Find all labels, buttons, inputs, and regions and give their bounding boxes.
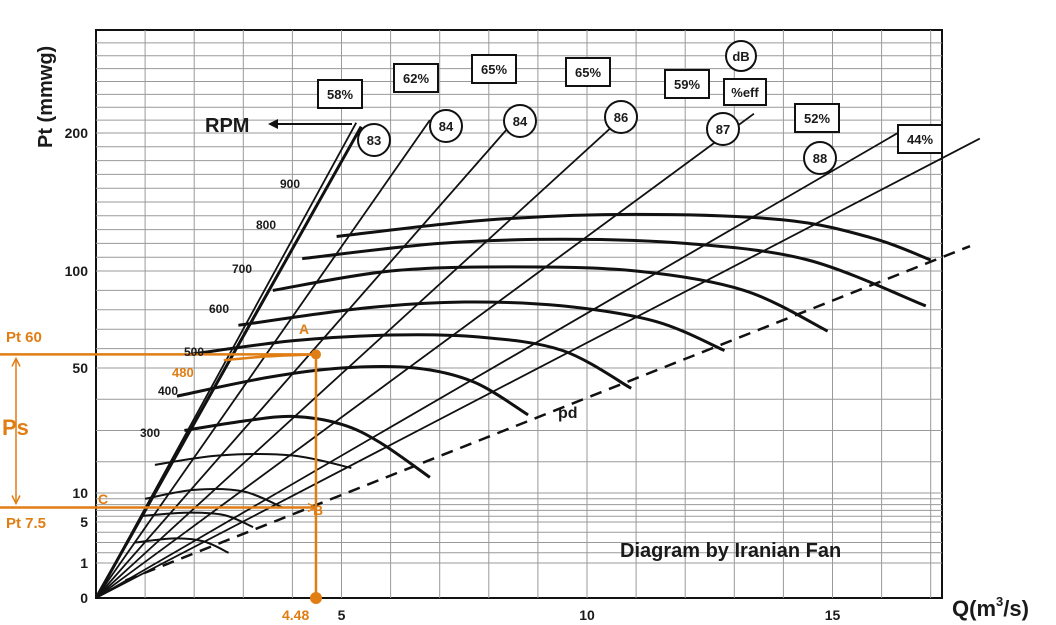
db-circle xyxy=(706,112,740,146)
rpm-tick-label: 900 xyxy=(280,177,300,191)
rpm-curve-900 xyxy=(336,212,932,262)
db-circle-label: 83 xyxy=(367,133,381,148)
efficiency-box xyxy=(565,57,611,87)
operating-point-overlay xyxy=(0,349,322,604)
db-circle-label: 84 xyxy=(439,119,454,134)
rpm-curve-300 xyxy=(184,414,431,479)
x-axis-label-main: Q(m xyxy=(952,596,996,621)
y-tick-label: 0 xyxy=(80,590,88,606)
db-circle-label: 88 xyxy=(813,151,827,166)
db-legend-label: dB xyxy=(732,49,749,64)
db-circle-label: 84 xyxy=(513,114,528,129)
rpm-arrow-head xyxy=(268,119,278,129)
efficiency-box-label: 65% xyxy=(575,65,601,80)
rpm-tick-labels: 300 400 500 600 700 800 900 xyxy=(140,177,300,440)
db-circle xyxy=(604,100,638,134)
x-tick-label: 15 xyxy=(825,607,841,623)
point-a-label: A xyxy=(299,321,309,337)
db-circle-label: 86 xyxy=(614,110,628,125)
efficiency-box xyxy=(317,79,363,109)
chart-labels: Pt (mmwg) Q(m3/s) Diagram by Iranian Fan… xyxy=(2,46,1029,623)
efficiency-box xyxy=(897,124,943,154)
pt75-label: Pt 7.5 xyxy=(6,515,46,532)
ps-arrow-top xyxy=(11,356,21,367)
rpm-curve-small xyxy=(140,511,254,529)
db-legend-circle xyxy=(725,40,757,72)
rpm-tick-label: 300 xyxy=(140,426,160,440)
efficiency-box-label: 44% xyxy=(907,132,933,147)
efficiency-line xyxy=(95,115,519,599)
y-tick-label: 200 xyxy=(65,125,89,141)
rpm-tick-label: 600 xyxy=(209,302,229,316)
pd-dashed-line xyxy=(124,244,971,582)
efficiency-box-label: 52% xyxy=(804,111,830,126)
q-axis-marker xyxy=(309,592,322,604)
b-arrow xyxy=(307,502,318,513)
efficiency-line xyxy=(95,119,431,599)
eff-legend-label: %eff xyxy=(731,85,759,100)
rpm-label: RPM xyxy=(205,115,249,137)
pt60-label: Pt 60 xyxy=(6,329,42,346)
point-c-label: C xyxy=(98,491,108,507)
x-axis-label-end: /s) xyxy=(1003,596,1029,621)
y-tick-label: 50 xyxy=(72,360,88,376)
rpm-tick-label: 500 xyxy=(184,345,204,359)
efficiency-box-label: 62% xyxy=(403,71,429,86)
efficiency-box-label: 59% xyxy=(674,77,700,92)
rpm-curve-800 xyxy=(302,237,927,308)
efficiency-line xyxy=(95,112,755,599)
efficiency-line xyxy=(95,124,912,599)
rpm-curve-small xyxy=(144,488,283,509)
x-tick-label: 5 xyxy=(338,607,346,623)
plot-frame xyxy=(95,29,943,599)
ps-label: Ps xyxy=(2,415,29,440)
rpm-tick-label: 400 xyxy=(158,384,178,398)
y-tick-label: 5 xyxy=(80,514,88,530)
eff-legend-box xyxy=(723,78,767,106)
rpm-curve-700 xyxy=(272,265,829,333)
x-axis-label-sup: 3 xyxy=(996,594,1003,609)
point-a-marker xyxy=(310,349,321,360)
efficiency-box-label: 65% xyxy=(481,62,507,77)
efficiency-box xyxy=(794,103,840,133)
y-tick-label: 1 xyxy=(80,555,88,571)
efficiency-box xyxy=(471,54,517,84)
efficiency-line xyxy=(95,113,627,599)
credit-text: Diagram by Iranian Fan xyxy=(620,540,841,562)
efficiency-box-label: 58% xyxy=(327,87,353,102)
db-circle-label: 87 xyxy=(716,122,730,137)
db-circle xyxy=(429,109,463,143)
rpm-axis-line xyxy=(94,125,363,599)
db-circle xyxy=(803,141,837,175)
efficiency-boxes: 58% 62% 65% 65% 59% 52% 44% %eff xyxy=(317,54,943,154)
db-circle xyxy=(357,123,391,157)
y-tick-label: 100 xyxy=(65,263,89,279)
efficiency-box xyxy=(393,63,439,93)
point-b-label: B xyxy=(313,502,323,518)
rpm-tick-label: 700 xyxy=(232,262,252,276)
rpm-curve-600 xyxy=(238,300,726,352)
y-tick-label: 10 xyxy=(72,485,88,501)
rpm-curve-500 xyxy=(189,333,632,390)
db-circle xyxy=(503,104,537,138)
pd-line xyxy=(124,244,971,582)
q-value-label: 4.48 xyxy=(282,607,309,623)
rpm-curve-small xyxy=(154,453,352,469)
rpm-480-label: 480 xyxy=(172,365,194,380)
ps-arrow-bottom xyxy=(11,495,21,506)
x-axis-label: Q(m3/s) xyxy=(952,594,1029,621)
rpm-curve-400 xyxy=(176,365,529,417)
x-tick-label: 10 xyxy=(579,607,595,623)
rpm-480-curve xyxy=(223,353,317,362)
pd-label: pd xyxy=(558,405,578,422)
rpm-tick-label: 800 xyxy=(256,218,276,232)
db-circles: 83 84 84 86 87 88 dB xyxy=(357,40,837,175)
efficiency-box xyxy=(664,69,710,99)
rpm-curves xyxy=(135,212,932,554)
y-axis-label: Pt (mmwg) xyxy=(35,46,57,148)
rpm-curve-small xyxy=(135,537,230,554)
